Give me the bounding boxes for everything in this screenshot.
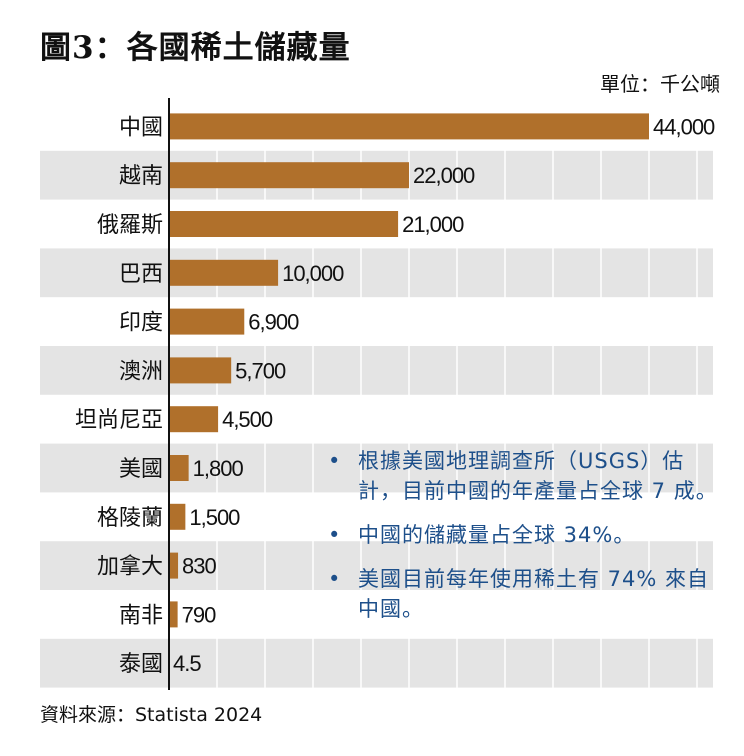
- note-item: • 根據美國地理調查所（USGS）估計，目前中國的年產量占全球 7 成。: [326, 446, 718, 506]
- bar: [169, 503, 186, 530]
- category-label: 泰國: [119, 652, 163, 677]
- category-label: 南非: [119, 603, 163, 628]
- note-item: • 美國目前每年使用稀土有 74% 來自中國。: [326, 564, 718, 624]
- value-label: 21,000: [402, 212, 464, 237]
- bar: [169, 211, 399, 237]
- bar: [169, 259, 279, 286]
- note-text: 美國目前每年使用稀土有 74% 來自中國。: [358, 567, 710, 621]
- category-label: 巴西: [119, 262, 163, 287]
- category-label: 越南: [119, 164, 163, 189]
- category-label: 俄羅斯: [97, 213, 163, 238]
- value-label: 1,800: [193, 456, 244, 481]
- value-label: 790: [182, 602, 216, 627]
- chart-title: 圖3：各國稀土儲藏量: [40, 30, 351, 66]
- bar: [169, 113, 649, 140]
- category-label: 美國: [119, 457, 163, 482]
- bar: [169, 162, 409, 189]
- value-label: 22,000: [413, 163, 475, 188]
- note-item: • 中國的儲藏量占全球 34%。: [326, 520, 718, 550]
- note-text: 根據美國地理調查所（USGS）估計，目前中國的年產量占全球 7 成。: [358, 449, 718, 503]
- bullet-icon: •: [328, 567, 342, 591]
- category-label: 加拿大: [97, 554, 163, 580]
- note-text: 中國的儲藏量占全球 34%。: [358, 523, 636, 547]
- bar: [169, 308, 245, 335]
- category-label: 印度: [119, 311, 163, 336]
- value-label: 830: [182, 554, 216, 579]
- bar: [169, 455, 189, 481]
- category-label: 澳洲: [119, 359, 163, 384]
- category-label: 中國: [119, 115, 163, 140]
- value-label: 10,000: [282, 261, 344, 286]
- category-label: 坦尚尼亞: [75, 408, 163, 433]
- bar: [169, 357, 232, 384]
- value-label: 4.5: [173, 651, 201, 676]
- bar: [169, 552, 179, 579]
- bullet-icon: •: [328, 523, 342, 547]
- bar: [169, 601, 178, 628]
- value-label: 44,000: [653, 114, 715, 139]
- source-label: 資料來源：Statista 2024: [40, 704, 263, 726]
- value-label: 1,500: [189, 505, 240, 530]
- category-label: 格陵蘭: [97, 506, 163, 531]
- bullet-icon: •: [328, 449, 342, 473]
- value-label: 6,900: [248, 310, 299, 335]
- unit-label: 單位：千公噸: [600, 72, 720, 96]
- notes-panel: • 根據美國地理調查所（USGS）估計，目前中國的年產量占全球 7 成。 • 中…: [326, 446, 718, 638]
- value-label: 5,700: [235, 358, 286, 383]
- value-label: 4,500: [222, 407, 273, 432]
- bar: [169, 406, 219, 433]
